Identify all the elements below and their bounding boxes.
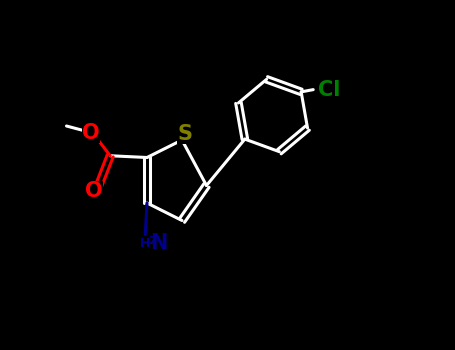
Text: 2: 2 — [148, 236, 156, 246]
Text: N: N — [151, 232, 168, 253]
Text: Cl: Cl — [318, 80, 341, 100]
Text: O: O — [82, 123, 100, 143]
Text: S: S — [177, 124, 192, 144]
Text: H: H — [140, 237, 151, 250]
Text: O: O — [85, 181, 103, 202]
